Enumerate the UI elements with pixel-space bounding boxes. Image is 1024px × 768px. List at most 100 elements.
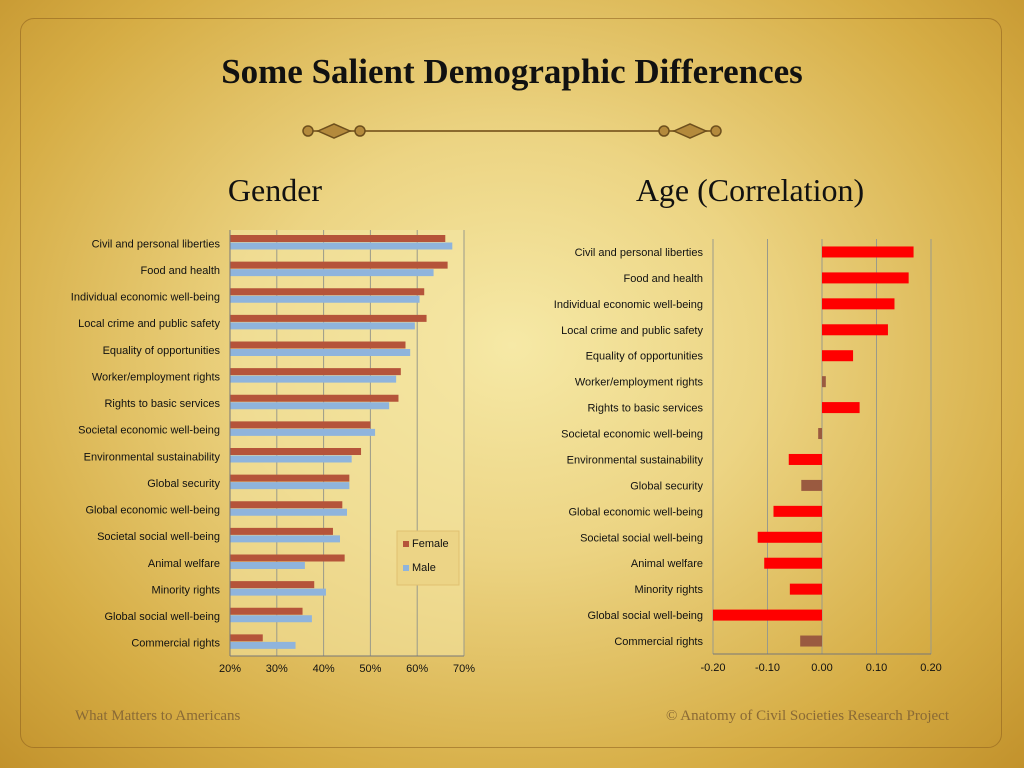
age-bar	[764, 557, 822, 569]
gender-bar-female	[230, 314, 427, 322]
gender-legend	[396, 530, 460, 586]
age-category-label: Worker/employment rights	[575, 377, 704, 389]
gender-x-tick-label: 20%	[219, 663, 241, 675]
slide-frame	[20, 18, 1002, 748]
age-bar	[713, 609, 822, 621]
gender-category-label: Worker/employment rights	[92, 371, 221, 383]
age-category-label: Environmental sustainability	[567, 454, 704, 466]
gender-category-label: Societal social well-being	[97, 531, 220, 543]
gender-bar-female	[230, 474, 350, 482]
gender-category-label: Societal economic well-being	[78, 425, 220, 437]
age-bar	[822, 298, 895, 310]
gender-bar-male	[230, 535, 340, 543]
age-x-tick-label: -0.10	[755, 662, 780, 674]
gender-bar-male	[230, 641, 296, 649]
age-bar	[800, 635, 822, 647]
gender-category-label: Local crime and public safety	[78, 318, 220, 330]
gender-bar-male	[230, 615, 312, 623]
gender-category-label: Equality of opportunities	[103, 345, 221, 357]
gender-bar-female	[230, 607, 303, 615]
gender-legend-label: Female	[412, 538, 449, 550]
gender-bar-female	[230, 288, 425, 296]
gender-x-tick-label: 70%	[453, 663, 475, 675]
gender-bar-female	[230, 554, 345, 562]
age-bar	[822, 324, 888, 336]
gender-category-label: Commercial rights	[131, 638, 220, 650]
age-category-label: Food and health	[623, 273, 703, 285]
age-category-label: Civil and personal liberties	[575, 247, 704, 259]
age-category-label: Equality of opportunities	[586, 351, 704, 363]
age-bar	[801, 479, 822, 491]
age-category-label: Rights to basic services	[587, 403, 703, 415]
gender-bar-female	[230, 527, 333, 535]
gender-bar-male	[230, 508, 347, 516]
gender-bar-male	[230, 455, 352, 463]
gender-bar-male	[230, 322, 415, 330]
age-bar	[773, 505, 822, 517]
age-bar	[822, 246, 914, 258]
age-category-label: Global social well-being	[587, 610, 703, 622]
age-category-label: Minority rights	[635, 584, 704, 596]
gender-bar-female	[230, 261, 448, 269]
age-x-tick-label: 0.20	[920, 662, 941, 674]
gender-bar-male	[230, 242, 453, 250]
gender-category-label: Global security	[147, 478, 220, 490]
gender-bar-male	[230, 562, 305, 569]
gender-legend-swatch	[403, 565, 409, 571]
gender-bar-female	[230, 421, 371, 429]
age-bar	[788, 453, 822, 465]
gender-x-tick-label: 50%	[359, 663, 381, 675]
gender-bar-male	[230, 269, 434, 277]
age-bar	[818, 428, 822, 440]
age-bar	[757, 531, 822, 543]
age-category-label: Individual economic well-being	[554, 299, 703, 311]
gender-bar-male	[230, 375, 397, 383]
age-category-label: Animal welfare	[631, 558, 703, 570]
gender-bar-female	[230, 394, 399, 402]
ornamental-divider	[302, 123, 722, 139]
age-x-tick-label: 0.00	[811, 662, 832, 674]
gender-legend-label: Male	[412, 562, 436, 574]
gender-bar-male	[230, 588, 326, 596]
age-category-label: Local crime and public safety	[561, 325, 703, 337]
gender-bar-female	[230, 341, 406, 349]
age-category-label: Global security	[630, 480, 703, 492]
age-chart-title: Age (Correlation)	[635, 172, 865, 208]
age-category-label: Societal social well-being	[580, 532, 703, 544]
age-bar	[822, 376, 826, 388]
age-bar	[789, 583, 822, 595]
gender-bar-female	[230, 368, 401, 376]
gender-category-label: Global economic well-being	[85, 505, 220, 517]
age-x-tick-label: -0.20	[700, 662, 725, 674]
gender-category-label: Environmental sustainability	[84, 451, 221, 463]
slide-title: Some Salient Demographic Differences	[221, 52, 803, 91]
footer-right-text: © Anatomy of Civil Societies Research Pr…	[665, 708, 949, 724]
gender-bar-female	[230, 235, 446, 242]
gender-category-label: Minority rights	[152, 584, 221, 596]
gender-bar-male	[230, 482, 350, 490]
age-x-tick-label: 0.10	[866, 662, 887, 674]
gender-bar-male	[230, 349, 411, 356]
age-category-label: Commercial rights	[614, 636, 703, 648]
gender-bar-male	[230, 402, 390, 410]
gender-chart-title: Gender	[227, 172, 323, 208]
gender-category-label: Global social well-being	[104, 611, 220, 623]
gender-category-label: Food and health	[140, 265, 220, 277]
gender-bar-female	[230, 634, 263, 642]
gender-x-tick-label: 30%	[266, 663, 288, 675]
gender-legend-swatch	[403, 541, 409, 547]
age-category-label: Societal economic well-being	[561, 429, 703, 441]
gender-x-tick-label: 60%	[406, 663, 428, 675]
gender-bar-female	[230, 501, 343, 509]
footer-left-text: What Matters to Americans	[75, 708, 241, 724]
gender-bar-female	[230, 448, 362, 455]
age-bar	[822, 350, 854, 362]
age-category-label: Global economic well-being	[568, 506, 703, 518]
gender-x-tick-label: 40%	[313, 663, 335, 675]
gender-bar-male	[230, 428, 376, 436]
gender-category-label: Animal welfare	[148, 558, 220, 570]
gender-category-label: Civil and personal liberties	[92, 238, 221, 250]
gender-bar-female	[230, 581, 315, 589]
